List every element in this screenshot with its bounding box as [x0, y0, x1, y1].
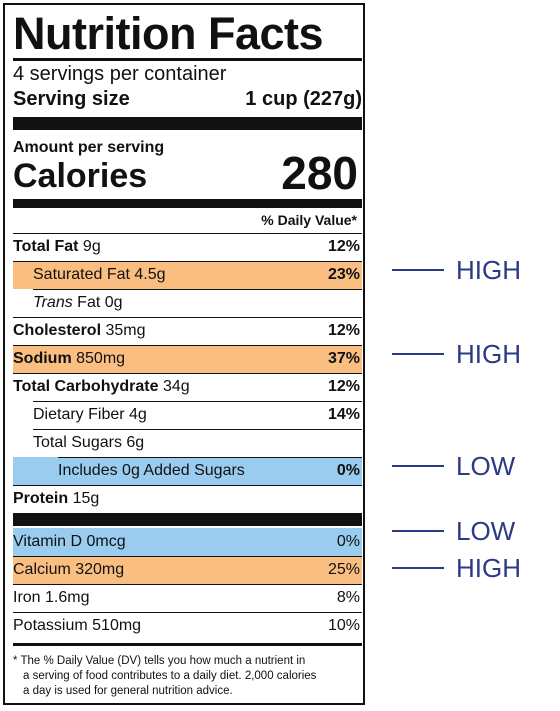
vitamin-percent: 0% — [336, 533, 360, 550]
thick-rule — [13, 117, 362, 130]
amount-per-serving: Amount per serving — [13, 139, 165, 156]
serving-size-value: 1 cup (227g) — [245, 88, 362, 110]
servings-per-container: 4 servings per container — [13, 63, 227, 85]
nutrient-row-cholesterol: Cholesterol 35mg 12% — [13, 317, 362, 345]
nutrient-amount: 15g — [68, 490, 100, 507]
nutrient-row-total-sugars: Total Sugars 6g — [13, 429, 362, 457]
nutrient-name: Total Sugars 6g — [33, 434, 145, 451]
row-divider — [13, 556, 362, 557]
row-divider — [33, 289, 362, 290]
nutrient-name: Trans — [33, 294, 73, 311]
row-divider — [13, 373, 362, 374]
nutrient-row-sodium: Sodium 850mg 37% — [13, 345, 362, 373]
callout-line — [392, 530, 444, 532]
row-divider — [13, 612, 362, 613]
nutrient-amount: Fat 0g — [72, 294, 123, 311]
nutrition-label: Nutrition Facts 4 servings per container… — [3, 3, 365, 705]
callout-line — [392, 269, 444, 271]
nutrient-amount: 34g — [158, 378, 190, 395]
nutrient-amount: 9g — [78, 238, 101, 255]
row-divider — [13, 584, 362, 585]
callout-line — [392, 353, 444, 355]
nutrient-row-saturated-fat: Saturated Fat 4.5g 23% — [13, 261, 362, 289]
nutrient-percent: 23% — [327, 266, 360, 283]
footnote-line: * The % Daily Value (DV) tells you how m… — [13, 655, 306, 667]
row-divider — [33, 429, 362, 430]
serving-size-row: Serving size 1 cup (227g) — [13, 86, 362, 112]
nutrient-row-total-carbohydrate: Total Carbohydrate 34g 12% — [13, 373, 362, 401]
footnote-line: a day is used for general nutrition advi… — [23, 685, 233, 697]
nutrient-percent: 12% — [327, 238, 360, 255]
nutrient-name: Sodium — [13, 350, 72, 367]
nutrient-percent: 12% — [327, 322, 360, 339]
callout-text: HIGH — [456, 553, 521, 583]
vitamin-row-iron: Iron 1.6mg 8% — [13, 584, 362, 612]
row-divider — [13, 345, 362, 346]
row-divider — [13, 485, 362, 486]
row-divider — [58, 457, 362, 458]
row-divider — [13, 317, 362, 318]
calories-rule — [13, 199, 362, 208]
nutrient-row-trans-fat: Trans Fat 0g — [13, 289, 362, 317]
calories-value: 280 — [281, 147, 358, 199]
nutrient-row-added-sugars: Includes 0g Added Sugars 0% — [13, 457, 362, 485]
nutrient-name: Protein — [13, 490, 69, 507]
title-divider — [13, 58, 362, 61]
vitamin-percent: 10% — [327, 617, 360, 634]
nutrient-percent: 37% — [327, 350, 360, 367]
vitamin-row-vitamin-d: Vitamin D 0mcg 0% — [13, 528, 362, 556]
vitamins-rule — [13, 513, 362, 526]
callout-text: HIGH — [456, 255, 521, 285]
label-title: Nutrition Facts — [13, 8, 324, 59]
callout-line — [392, 567, 444, 569]
nutrient-name: Total Fat — [13, 238, 79, 255]
serving-size-label: Serving size — [13, 88, 130, 110]
vitamin-percent: 8% — [336, 589, 360, 606]
nutrient-percent: 0% — [336, 462, 360, 479]
footnote-rule — [13, 643, 362, 646]
nutrient-row-protein: Protein 15g — [13, 485, 362, 513]
callout-line — [392, 465, 444, 467]
nutrient-name: Cholesterol — [13, 322, 102, 339]
vitamin-name: Iron 1.6mg — [13, 589, 90, 606]
vitamin-row-calcium: Calcium 320mg 25% — [13, 556, 362, 584]
row-divider — [13, 233, 362, 234]
nutrient-amount: 850mg — [71, 350, 126, 367]
vitamin-name: Potassium 510mg — [13, 617, 142, 634]
callout-text: LOW — [456, 516, 516, 546]
vitamin-name: Calcium 320mg — [13, 561, 125, 578]
nutrient-percent: 12% — [327, 378, 360, 395]
vitamin-row-potassium: Potassium 510mg 10% — [13, 612, 362, 640]
callout-text: HIGH — [456, 339, 521, 369]
row-divider — [13, 261, 362, 262]
nutrient-row-dietary-fiber: Dietary Fiber 4g 14% — [13, 401, 362, 429]
daily-value-header: % Daily Value* — [261, 212, 357, 228]
row-divider — [33, 401, 362, 402]
nutrient-name: Includes 0g Added Sugars — [58, 462, 245, 479]
nutrient-name: Dietary Fiber 4g — [33, 406, 147, 423]
vitamin-percent: 25% — [327, 561, 360, 578]
vitamin-name: Vitamin D 0mcg — [13, 533, 126, 550]
nutrient-name: Saturated Fat 4.5g — [33, 266, 166, 283]
footnote: * The % Daily Value (DV) tells you how m… — [13, 654, 362, 699]
nutrient-row-total-fat: Total Fat 9g 12% — [13, 233, 362, 261]
callout-text: LOW — [456, 451, 516, 481]
footnote-line: a serving of food contributes to a daily… — [23, 670, 317, 682]
nutrient-percent: 14% — [327, 406, 360, 423]
nutrient-amount: 35mg — [101, 322, 146, 339]
calories-label: Calories — [13, 157, 148, 195]
nutrient-name: Total Carbohydrate — [13, 378, 159, 395]
